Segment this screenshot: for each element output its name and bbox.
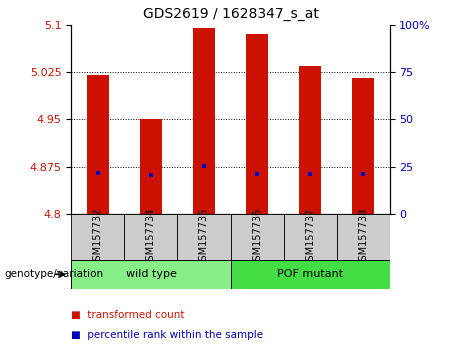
Text: GSM157734: GSM157734 (146, 207, 156, 267)
Bar (193, 28, 214, 214)
Text: GSM157732: GSM157732 (93, 207, 103, 267)
Bar (246, 34, 267, 214)
Bar (230, 260, 390, 289)
Text: wild type: wild type (125, 269, 177, 279)
Bar (177, 214, 230, 260)
Text: ■  transformed count: ■ transformed count (71, 310, 185, 320)
Text: POF mutant: POF mutant (277, 269, 343, 279)
Text: GSM157736: GSM157736 (252, 207, 262, 267)
Bar (140, 119, 161, 214)
Text: GSM157738: GSM157738 (358, 207, 368, 267)
Bar (71, 214, 124, 260)
Bar (87, 75, 108, 214)
Text: GSM157735: GSM157735 (199, 207, 209, 267)
Text: ■  percentile rank within the sample: ■ percentile rank within the sample (71, 330, 264, 339)
Bar (230, 214, 284, 260)
Bar (337, 214, 390, 260)
Text: genotype/variation: genotype/variation (5, 269, 104, 279)
Text: GSM157737: GSM157737 (305, 207, 315, 267)
Bar (284, 214, 337, 260)
Title: GDS2619 / 1628347_s_at: GDS2619 / 1628347_s_at (142, 7, 319, 21)
Bar (299, 66, 320, 214)
Bar (352, 79, 373, 214)
Bar (71, 260, 230, 289)
Bar (124, 214, 177, 260)
